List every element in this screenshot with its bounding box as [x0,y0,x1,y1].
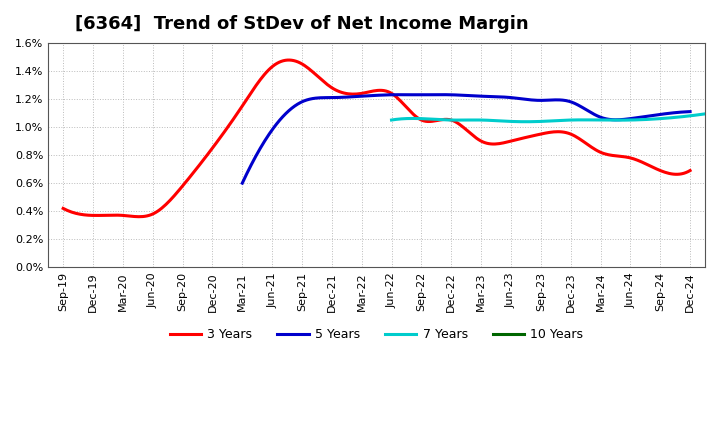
Line: 7 Years: 7 Years [392,112,720,122]
3 Years [59,206,68,211]
7 Years [665,115,674,121]
Line: 5 Years: 5 Years [242,95,690,183]
Legend: 3 Years, 5 Years, 7 Years, 10 Years: 3 Years, 5 Years, 7 Years, 10 Years [165,323,588,346]
3 Years [61,207,70,212]
5 Years [513,96,522,101]
3 Years [434,117,443,123]
3 Years [285,57,294,62]
Text: [6364]  Trend of StDev of Net Income Margin: [6364] Trend of StDev of Net Income Marg… [74,15,528,33]
5 Years [685,109,694,114]
7 Years [716,109,720,114]
7 Years [589,117,598,123]
5 Years [617,117,626,122]
3 Years [591,147,600,152]
7 Years [521,119,530,125]
7 Years [686,113,695,118]
7 Years [388,117,397,122]
5 Years [506,95,515,100]
3 Years [685,168,694,173]
Line: 3 Years: 3 Years [63,60,690,216]
7 Years [584,117,593,122]
7 Years [582,117,591,122]
3 Years [631,157,640,162]
5 Years [238,180,246,186]
3 Years [436,117,445,122]
5 Years [645,113,654,118]
7 Years [387,117,396,123]
5 Years [437,92,446,97]
3 Years [446,117,455,123]
5 Years [505,95,513,100]
3 Years [135,214,143,219]
5 Years [240,177,248,183]
